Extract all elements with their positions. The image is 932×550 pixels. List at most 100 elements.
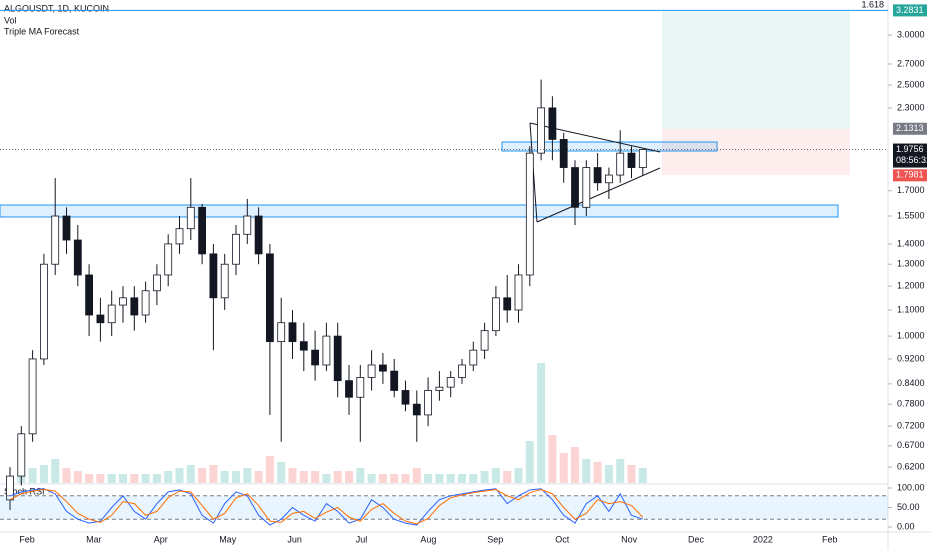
candle	[412, 390, 421, 442]
volume-bar	[164, 471, 173, 483]
x-tick-label: Apr	[154, 534, 168, 544]
candle-body	[232, 233, 240, 265]
candle-body	[514, 274, 523, 311]
x-tick-label: Dec	[688, 534, 705, 544]
x-tick-label: Jun	[287, 534, 302, 544]
candle	[480, 322, 489, 359]
x-tick-label: Jul	[356, 534, 368, 544]
volume-bar	[28, 468, 37, 483]
candle-body	[164, 243, 173, 276]
volume-bar	[401, 474, 410, 483]
volume-bar	[220, 471, 229, 483]
candle	[175, 216, 184, 254]
candle	[40, 253, 48, 365]
volume-bar	[243, 468, 252, 483]
candle-body	[356, 377, 365, 398]
candle	[446, 371, 455, 398]
price-tag-label: 3.2831	[896, 5, 924, 15]
volume-bar	[186, 465, 195, 483]
candle	[198, 203, 207, 265]
candle-body	[119, 297, 127, 306]
price-tag-label: 1.9756	[896, 144, 924, 154]
candle-body	[491, 297, 500, 332]
candle	[537, 79, 545, 161]
candle-body	[277, 322, 286, 343]
candle	[152, 264, 161, 306]
candle	[503, 274, 512, 323]
volume-bar	[548, 435, 557, 483]
candle-body	[401, 390, 410, 405]
y-tick-label: 2.3000	[897, 102, 925, 112]
candle-body	[51, 215, 60, 265]
y-tick-label: 1.0000	[897, 330, 925, 340]
candle-body	[141, 290, 150, 316]
volume-bar	[345, 471, 353, 483]
candle	[17, 426, 26, 486]
volume-bar	[73, 471, 82, 483]
candle	[141, 281, 150, 323]
candle-body	[152, 274, 161, 292]
candle-body	[333, 335, 342, 382]
candle-body	[559, 139, 568, 168]
candle-body	[311, 349, 320, 366]
candle-body	[73, 239, 82, 276]
support-zone	[0, 204, 839, 218]
symbol-title: ALGOUSDT, 1D, KUCOIN	[4, 3, 109, 13]
y-tick-label: 0.7800	[897, 399, 925, 409]
y-tick-label: 0.6700	[897, 440, 925, 450]
candle	[435, 371, 444, 401]
candle-body	[446, 377, 455, 388]
candle-body	[525, 152, 534, 276]
volume-bar	[265, 456, 274, 483]
price-tag-label: 2.1313	[896, 123, 924, 133]
fib-ratio: 1.618	[861, 0, 884, 9]
candle	[525, 146, 534, 287]
candle	[401, 380, 410, 412]
candle	[277, 297, 286, 442]
candle	[62, 207, 71, 254]
y-tick-label: 2.7000	[897, 58, 925, 68]
candle-body	[390, 370, 399, 391]
triangle-lower	[536, 167, 661, 223]
indicator-label: Triple MA Forecast	[4, 26, 80, 36]
candle-body	[480, 330, 489, 351]
x-tick-label: Aug	[420, 534, 436, 544]
y-tick-label: 0.9200	[897, 353, 925, 363]
price-tag	[893, 143, 927, 168]
volume-bar	[209, 465, 218, 483]
candle-body	[322, 335, 331, 366]
volume-bar	[119, 474, 127, 483]
candle-body	[345, 380, 353, 398]
x-tick-label: Feb	[822, 534, 838, 544]
candle	[378, 353, 387, 384]
volume-bar	[130, 474, 139, 483]
candle-body	[627, 152, 636, 168]
candle-body	[503, 297, 512, 311]
candle	[288, 309, 297, 359]
stoch-d-line	[9, 489, 644, 525]
candle-body	[435, 386, 444, 391]
candle	[571, 160, 579, 226]
candle	[345, 364, 353, 415]
volume-bar	[378, 474, 387, 483]
candle-body	[96, 314, 105, 324]
x-tick-label: Sep	[487, 534, 503, 544]
volume-bar	[333, 471, 342, 483]
candle-body	[288, 322, 297, 343]
candle	[491, 286, 500, 337]
candle-body	[548, 107, 557, 140]
volume-bar	[311, 471, 320, 483]
stoch-tick-label: 100.00	[897, 482, 925, 492]
volume-bar	[141, 474, 150, 483]
volume-bar	[424, 474, 433, 483]
candle-body	[412, 403, 421, 416]
volume-bar	[525, 441, 534, 483]
x-tick-label: 2022	[753, 534, 773, 544]
candle-body	[571, 167, 579, 208]
candle-body	[378, 364, 387, 372]
candle-body	[537, 107, 545, 154]
candle	[514, 264, 523, 323]
stoch-tick-label: 0.00	[897, 521, 915, 531]
volume-bar	[299, 471, 308, 483]
